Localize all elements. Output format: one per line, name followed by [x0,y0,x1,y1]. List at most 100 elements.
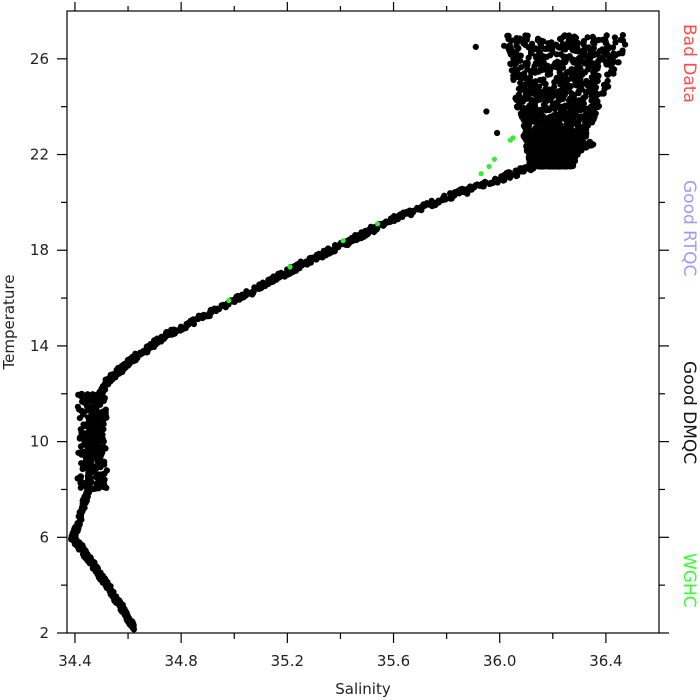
data-point [100,421,107,428]
data-point [547,71,554,78]
data-point [555,135,563,142]
plot-frame [66,10,660,634]
data-point [514,172,521,179]
data-point [92,399,99,406]
data-point [86,477,93,484]
data-point [530,133,537,140]
y-tick-label: 14 [30,337,49,355]
wghc-points [226,135,516,304]
data-point [526,139,533,146]
data-point [594,77,601,85]
data-point [85,405,93,412]
data-point [581,127,588,134]
data-point [539,90,546,97]
data-point [89,415,96,422]
data-point [94,458,101,465]
data-point [560,162,568,169]
data-point [102,445,109,452]
data-point [573,105,580,112]
data-point [100,414,107,421]
data-point [560,109,567,116]
data-point [588,103,595,110]
data-point [608,59,616,66]
data-point [559,59,566,66]
data-point [561,54,568,61]
data-point [554,43,561,50]
data-point [534,117,541,124]
data-point [559,64,567,71]
data-point [100,397,107,404]
data-point [550,122,557,129]
data-point [556,69,563,76]
data-point [551,79,558,86]
data-point [545,163,553,170]
data-point [592,91,600,98]
data-point [597,54,605,61]
wghc-point [486,163,492,170]
data-point [512,65,519,73]
data-point [614,59,621,66]
y-tick-label: 26 [30,50,49,68]
data-point [512,95,519,102]
data-point [520,112,527,119]
data-point [589,95,596,102]
data-point [540,142,547,149]
data-point [468,186,475,193]
data-point [538,131,545,138]
data-point [537,127,544,134]
data-point [94,425,101,433]
data-point [513,40,520,47]
data-point [77,449,84,456]
data-point [568,90,575,97]
data-point [540,79,547,86]
legend-good-dmqc: Good DMQC [679,361,699,464]
data-point [82,458,89,465]
data-point [541,45,548,53]
data-point [78,479,85,486]
data-point [96,440,103,447]
data-point [565,97,573,104]
data-point [592,110,599,117]
data-point [588,142,595,149]
data-point [595,103,603,110]
data-point [522,59,529,67]
wghc-point [491,156,497,162]
data-point [568,66,575,73]
data-point [98,471,105,478]
data-point [536,159,543,166]
data-point [441,192,448,199]
data-point [80,421,87,428]
data-point [532,53,540,60]
data-point [586,119,593,126]
data-point [481,178,488,185]
data-point [575,74,582,81]
data-point [93,448,100,455]
data-point [563,75,570,82]
x-tick-label: 34.4 [58,652,91,670]
data-point [578,80,585,87]
data-point [536,48,543,55]
x-tick-label: 36.4 [589,652,622,670]
x-tick-label: 35.2 [271,652,304,670]
data-point [554,58,561,65]
data-point [590,64,598,71]
data-point [549,47,556,54]
wghc-point [478,171,484,177]
y-tick-label: 10 [30,433,49,451]
data-point [555,114,562,121]
data-point [472,43,479,51]
data-point [611,34,619,41]
data-point [573,82,580,89]
data-point [80,441,87,448]
scatter-points [68,31,629,633]
wghc-point [510,135,516,141]
x-tick-label: 35.6 [377,652,410,670]
data-point [551,83,558,90]
data-point [517,103,524,111]
legend-bad-data: Bad Data [679,24,699,103]
data-point [535,68,542,75]
data-point [526,120,533,127]
wghc-point [287,264,293,270]
